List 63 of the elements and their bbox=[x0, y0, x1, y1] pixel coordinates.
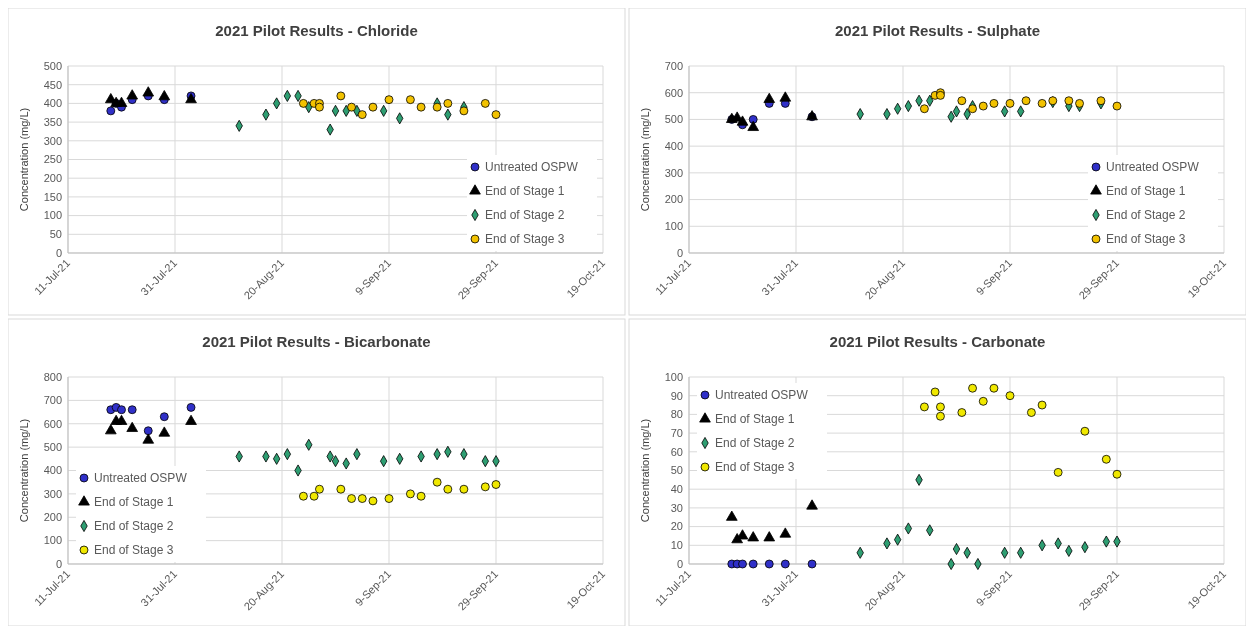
y-tick-label: 500 bbox=[43, 59, 62, 72]
y-tick-label: 300 bbox=[43, 487, 62, 500]
y-axis-title: Concentration (mg/L) bbox=[18, 107, 30, 212]
y-tick-label: 0 bbox=[55, 557, 62, 570]
y-tick-label: 50 bbox=[49, 228, 62, 241]
legend-label: End of Stage 3 bbox=[94, 543, 174, 558]
y-tick-label: 200 bbox=[43, 172, 62, 185]
legend-label: End of Stage 3 bbox=[1106, 232, 1186, 247]
y-tick-label: 90 bbox=[670, 389, 683, 402]
y-tick-label: 100 bbox=[664, 370, 683, 383]
y-tick-label: 50 bbox=[670, 464, 683, 477]
y-tick-label: 200 bbox=[43, 511, 62, 524]
chart-title: 2021 Pilot Results - Sulphate bbox=[834, 22, 1041, 39]
legend-label: End of Stage 3 bbox=[715, 460, 795, 475]
y-axis-title: Concentration (mg/L) bbox=[639, 107, 651, 212]
y-tick-label: 700 bbox=[664, 59, 683, 72]
y-tick-label: 100 bbox=[43, 209, 62, 222]
y-tick-label: 250 bbox=[43, 153, 62, 166]
legend-label: End of Stage 3 bbox=[485, 232, 565, 247]
legend-label: End of Stage 2 bbox=[94, 519, 174, 534]
y-tick-label: 10 bbox=[670, 539, 683, 552]
chart-title: 2021 Pilot Results - Chloride bbox=[215, 22, 418, 39]
y-tick-label: 150 bbox=[43, 190, 62, 203]
y-tick-label: 450 bbox=[43, 78, 62, 91]
legend-label: Untreated OSPW bbox=[1106, 160, 1200, 175]
legend-label: End of Stage 2 bbox=[485, 208, 565, 223]
legend-label: End of Stage 1 bbox=[1106, 184, 1186, 199]
y-tick-label: 80 bbox=[670, 408, 683, 421]
y-tick-label: 500 bbox=[664, 113, 683, 126]
y-tick-label: 70 bbox=[670, 426, 683, 439]
legend-label: Untreated OSPW bbox=[94, 471, 188, 486]
y-tick-label: 100 bbox=[43, 534, 62, 547]
y-tick-label: 0 bbox=[676, 246, 683, 259]
y-tick-label: 400 bbox=[43, 464, 62, 477]
y-tick-label: 100 bbox=[664, 220, 683, 233]
y-tick-label: 30 bbox=[670, 501, 683, 514]
y-tick-label: 60 bbox=[670, 445, 683, 458]
legend-label: End of Stage 2 bbox=[1106, 208, 1186, 223]
y-tick-label: 40 bbox=[670, 483, 683, 496]
y-tick-label: 300 bbox=[43, 134, 62, 147]
y-tick-label: 400 bbox=[664, 139, 683, 152]
y-tick-label: 20 bbox=[670, 520, 683, 533]
y-tick-label: 350 bbox=[43, 115, 62, 128]
y-tick-label: 0 bbox=[676, 557, 683, 570]
y-axis-title: Concentration (mg/L) bbox=[18, 418, 30, 523]
y-tick-label: 800 bbox=[43, 370, 62, 383]
y-tick-label: 500 bbox=[43, 440, 62, 453]
chart-title: 2021 Pilot Results - Carbonate bbox=[829, 333, 1046, 350]
legend-label: Untreated OSPW bbox=[485, 160, 579, 175]
legend-label: End of Stage 1 bbox=[715, 412, 795, 427]
y-tick-label: 700 bbox=[43, 394, 62, 407]
legend-label: End of Stage 2 bbox=[715, 436, 795, 451]
legend-label: End of Stage 1 bbox=[485, 184, 565, 199]
y-tick-label: 300 bbox=[664, 166, 683, 179]
y-tick-label: 400 bbox=[43, 97, 62, 110]
chart-title: 2021 Pilot Results - Bicarbonate bbox=[202, 333, 431, 350]
legend-label: End of Stage 1 bbox=[94, 495, 174, 510]
legend-label: Untreated OSPW bbox=[715, 388, 809, 403]
y-tick-label: 600 bbox=[664, 86, 683, 99]
y-axis-title: Concentration (mg/L) bbox=[639, 418, 651, 523]
y-tick-label: 600 bbox=[43, 417, 62, 430]
y-tick-label: 200 bbox=[664, 193, 683, 206]
y-tick-label: 0 bbox=[55, 246, 62, 259]
